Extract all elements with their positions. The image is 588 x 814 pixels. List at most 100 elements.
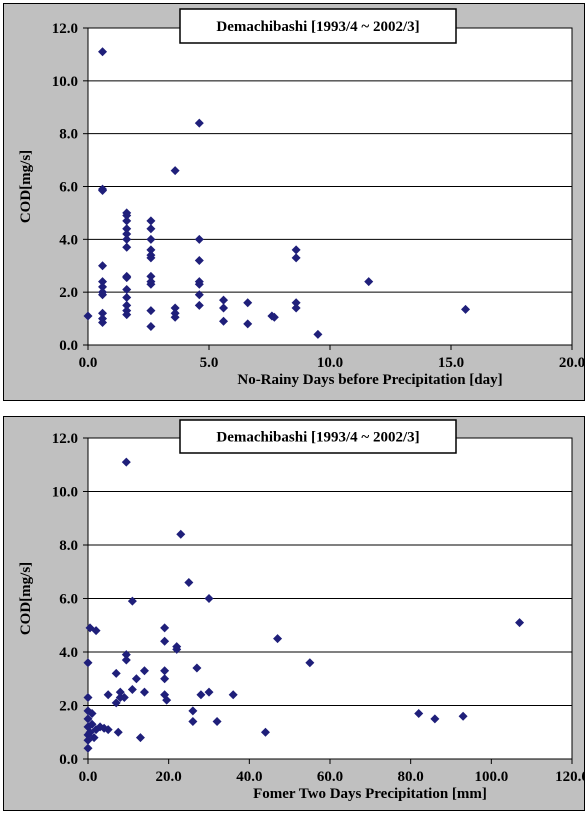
data-point	[243, 298, 253, 308]
data-point	[273, 634, 283, 644]
data-point	[135, 733, 145, 743]
y-tick-label: 12.0	[52, 431, 78, 447]
data-point	[111, 698, 121, 708]
x-tick-label: 10.0	[317, 355, 343, 371]
data-point	[83, 692, 93, 702]
data-point	[146, 224, 156, 234]
data-point	[89, 733, 99, 743]
data-point	[121, 650, 131, 660]
data-point	[170, 166, 180, 176]
data-point	[291, 298, 301, 308]
data-point	[146, 216, 156, 226]
data-point	[194, 255, 204, 265]
x-tick-label: 5.0	[200, 355, 219, 371]
y-tick-label: 8.0	[59, 127, 78, 143]
y-tick-label: 8.0	[59, 538, 78, 554]
data-point	[170, 303, 180, 313]
data-point	[98, 277, 108, 287]
data-point	[313, 329, 323, 339]
y-tick-label: 2.0	[59, 285, 78, 301]
data-point	[115, 687, 125, 697]
data-point	[146, 245, 156, 255]
data-point	[194, 290, 204, 300]
data-point	[291, 303, 301, 313]
data-point	[139, 687, 149, 697]
data-point	[122, 211, 132, 221]
y-axis-label: COD[mg/s]	[18, 150, 34, 223]
y-tick-label: 10.0	[52, 485, 78, 501]
x-axis-label: Fomer Two Days Precipitation [mm]	[253, 786, 487, 802]
data-point	[219, 295, 229, 305]
data-point	[119, 692, 129, 702]
x-tick-label: 15.0	[438, 355, 464, 371]
chart-panel-bottom: 0.0 2.0 4.0 6.0 8.0 10.0 12.0 0.0 20.0 40.0 60.0 80…	[3, 416, 585, 811]
data-point	[461, 304, 471, 314]
data-point	[121, 457, 131, 467]
data-point	[111, 668, 121, 678]
data-point	[146, 279, 156, 289]
data-point	[98, 308, 108, 318]
data-point	[219, 303, 229, 313]
data-point	[103, 690, 113, 700]
x-tick-label: 100.0	[474, 769, 508, 785]
data-point	[122, 242, 132, 252]
data-point	[146, 271, 156, 281]
data-point	[194, 300, 204, 310]
x-tick-label: 0.0	[79, 769, 98, 785]
data-point	[188, 706, 198, 716]
x-tick-label: 80.0	[398, 769, 424, 785]
data-point	[162, 695, 172, 705]
data-point	[122, 216, 132, 226]
data-point	[83, 658, 93, 668]
data-point	[414, 709, 424, 719]
y-tick-label: 2.0	[59, 699, 78, 715]
data-point	[146, 253, 156, 263]
data-point	[458, 711, 468, 721]
data-point	[98, 185, 108, 195]
data-point	[364, 277, 374, 287]
chart-title: Demachibashi [1993/4 ~ 2002/3]	[216, 430, 419, 446]
data-point	[515, 618, 525, 628]
data-point	[98, 47, 108, 57]
data-point	[184, 577, 194, 587]
data-point	[122, 224, 132, 234]
data-point	[83, 714, 93, 724]
data-point	[122, 229, 132, 239]
data-point	[196, 690, 206, 700]
y-tick-label: 4.0	[59, 232, 78, 248]
data-point	[98, 261, 108, 271]
data-point	[122, 273, 132, 283]
data-point	[146, 306, 156, 316]
data-point	[127, 596, 137, 606]
data-point	[98, 290, 108, 300]
data-point	[87, 719, 97, 729]
data-point	[176, 529, 186, 539]
data-point	[122, 292, 132, 302]
y-tick-label: 0.0	[59, 752, 78, 768]
data-point	[122, 300, 132, 310]
scatter-chart-bottom: 0.0 2.0 4.0 6.0 8.0 10.0 12.0 0.0 20.0 40.0 60.0 80…	[18, 419, 584, 802]
data-point	[131, 674, 141, 684]
y-tick-label: 12.0	[52, 21, 78, 37]
data-point	[121, 655, 131, 665]
data-point	[95, 722, 105, 732]
x-axis-label: No-Rainy Days before Precipitation [day]	[237, 372, 502, 388]
data-point	[98, 282, 108, 292]
y-tick-label: 4.0	[59, 645, 78, 661]
data-point	[160, 674, 170, 684]
data-point	[83, 311, 93, 321]
x-tick-label: 20.0	[156, 769, 182, 785]
data-point	[305, 658, 315, 668]
data-point	[172, 644, 182, 654]
y-axis-label: COD[mg/s]	[18, 562, 34, 635]
data-point	[127, 684, 137, 694]
data-point	[83, 743, 93, 753]
data-point	[91, 626, 101, 636]
x-tick-label: 40.0	[236, 769, 262, 785]
chart-panel-top: 0.0 2.0 4.0 6.0 8.0 10.0 12.0 0.0 5.0 10.0 15.0 20.…	[3, 3, 585, 401]
data-point	[291, 245, 301, 255]
data-point	[122, 310, 132, 320]
data-point	[160, 666, 170, 676]
x-tick-label: 20.0	[559, 355, 584, 371]
data-point	[139, 666, 149, 676]
